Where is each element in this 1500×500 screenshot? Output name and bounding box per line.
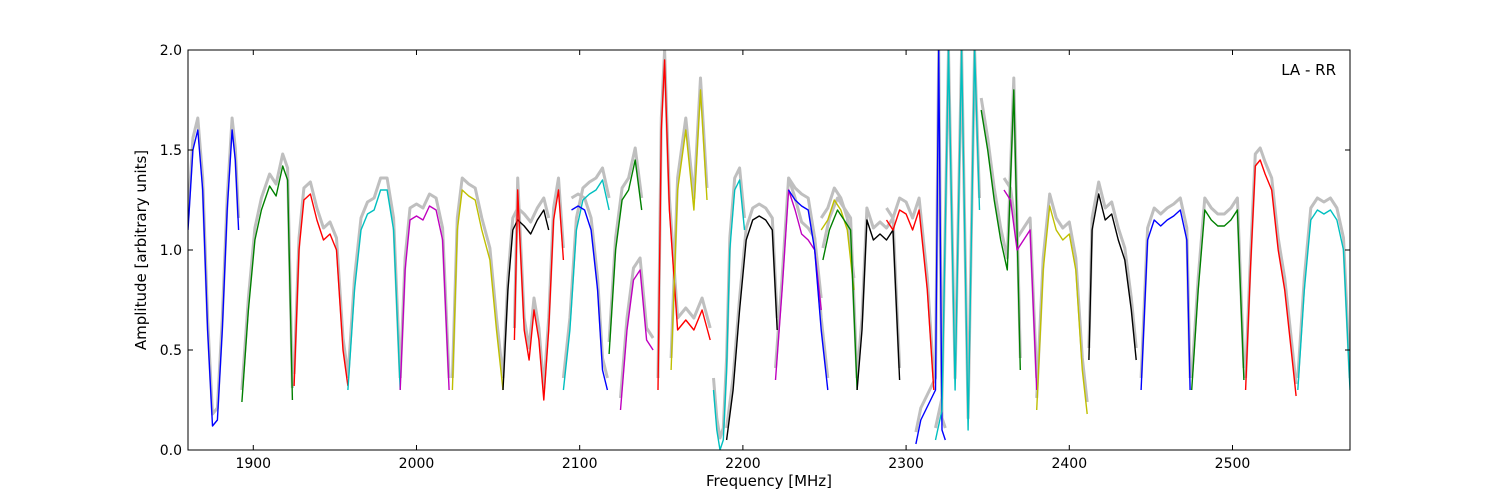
series-line-23 xyxy=(915,50,946,445)
y-tick-label: 0.5 xyxy=(160,343,182,359)
x-tick-label: 2300 xyxy=(888,456,924,472)
y-axis-label: Amplitude [arbitrary units] xyxy=(132,150,150,350)
raw-series-28 xyxy=(1087,180,1138,349)
raw-series-5 xyxy=(398,192,451,379)
series-line-8 xyxy=(513,189,565,401)
chart-annotation: LA - RR xyxy=(1281,61,1336,79)
raw-series-12 xyxy=(619,256,655,399)
series-line-20 xyxy=(822,209,858,391)
series-line-3 xyxy=(293,193,349,387)
x-axis-ticks: 1900 2000 2100 2200 2300 2400 2500 xyxy=(235,50,1250,472)
series-line-15 xyxy=(712,179,746,450)
y-tick-label: 1.0 xyxy=(160,243,182,259)
series-line-11 xyxy=(608,159,643,355)
series-line-14 xyxy=(670,89,708,371)
raw-series-16 xyxy=(725,202,779,429)
raw-series-6 xyxy=(450,176,505,379)
raw-series-3 xyxy=(292,180,350,375)
series-line-4 xyxy=(347,189,401,391)
series-line-19 xyxy=(820,199,855,291)
series-line-17 xyxy=(774,189,822,381)
raw-series-29 xyxy=(1139,196,1192,379)
series-line-9 xyxy=(562,179,610,391)
raw-series-9 xyxy=(561,166,611,379)
series-line-18 xyxy=(788,189,829,391)
series-line-12 xyxy=(619,269,654,411)
x-tick-label: 2100 xyxy=(562,456,598,472)
series-line-32 xyxy=(1297,209,1350,391)
series-line-28 xyxy=(1088,193,1137,361)
series-line-21 xyxy=(856,219,901,391)
series-line-24 xyxy=(934,50,981,441)
x-axis-label: Frequency [MHz] xyxy=(706,472,832,490)
series-line-5 xyxy=(399,205,450,391)
series-line-22 xyxy=(885,209,935,391)
x-tick-label: 2500 xyxy=(1215,456,1251,472)
series-line-25 xyxy=(980,89,1021,371)
series-line-27 xyxy=(1036,205,1088,415)
series-line-2 xyxy=(241,165,294,403)
raw-series-30 xyxy=(1190,196,1246,379)
raw-series-2 xyxy=(240,152,294,391)
raw-series-11 xyxy=(607,146,644,343)
x-tick-label: 2400 xyxy=(1051,456,1087,472)
raw-series-27 xyxy=(1035,192,1089,403)
series-line-29 xyxy=(1140,209,1191,391)
series-line-13 xyxy=(657,59,711,391)
raw-series-18 xyxy=(787,177,830,379)
raw-series-1 xyxy=(188,116,241,416)
raw-series-32 xyxy=(1296,196,1350,379)
series-line-16 xyxy=(725,215,778,441)
raw-series-25 xyxy=(979,76,1022,359)
raw-series-4 xyxy=(346,176,402,379)
raw-series-10 xyxy=(570,192,609,379)
series-layer xyxy=(188,50,1350,450)
x-tick-label: 1900 xyxy=(235,456,271,472)
raw-series-19 xyxy=(819,186,856,279)
series-line-31 xyxy=(1244,159,1297,397)
y-tick-label: 0.0 xyxy=(160,443,182,459)
y-tick-label: 1.5 xyxy=(160,143,182,159)
series-line-1 xyxy=(188,129,240,427)
raw-series-7 xyxy=(501,196,551,379)
series-line-26 xyxy=(1003,189,1038,391)
x-tick-label: 2200 xyxy=(725,456,761,472)
x-tick-label: 2000 xyxy=(399,456,435,472)
raw-series-22 xyxy=(885,196,936,379)
y-axis-ticks: 0.0 0.5 1.0 1.5 2.0 xyxy=(160,43,1350,459)
series-line-30 xyxy=(1191,209,1245,391)
series-line-10 xyxy=(571,205,609,391)
y-tick-label: 2.0 xyxy=(160,43,182,59)
series-line-7 xyxy=(502,209,550,391)
series-line-6 xyxy=(451,189,504,391)
